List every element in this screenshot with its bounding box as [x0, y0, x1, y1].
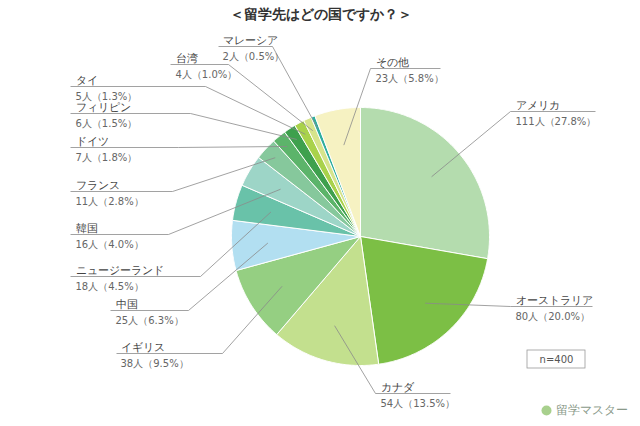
svg-text:111人（27.8%）: 111人（27.8%）: [516, 116, 597, 127]
svg-text:中国: 中国: [116, 298, 138, 311]
svg-text:n=400: n=400: [540, 354, 574, 365]
svg-text:タイ: タイ: [76, 74, 98, 87]
svg-text:フィリピン: フィリピン: [76, 101, 131, 114]
svg-text:25人（6.3%）: 25人（6.3%）: [116, 315, 184, 326]
svg-text:アメリカ: アメリカ: [516, 99, 560, 112]
svg-text:5人（1.3%）: 5人（1.3%）: [76, 91, 138, 102]
svg-text:留学マスター: 留学マスター: [556, 403, 628, 417]
svg-text:イギリス: イギリス: [121, 341, 165, 354]
svg-text:その他: その他: [376, 56, 409, 69]
svg-text:23人（5.8%）: 23人（5.8%）: [376, 73, 444, 84]
svg-text:フランス: フランス: [76, 179, 120, 192]
svg-text:38人（9.5%）: 38人（9.5%）: [121, 358, 189, 369]
svg-text:11人（2.8%）: 11人（2.8%）: [76, 196, 144, 207]
svg-text:4人（1.0%）: 4人（1.0%）: [176, 69, 238, 80]
svg-text:台湾: 台湾: [176, 52, 198, 65]
svg-text:18人（4.5%）: 18人（4.5%）: [76, 281, 144, 292]
svg-text:カナダ: カナダ: [381, 381, 415, 394]
svg-text:＜留学先はどの国ですか？＞: ＜留学先はどの国ですか？＞: [230, 6, 412, 22]
svg-text:オーストラリア: オーストラリア: [516, 294, 593, 307]
svg-text:ニュージーランド: ニュージーランド: [76, 264, 164, 277]
svg-text:54人（13.5%）: 54人（13.5%）: [381, 398, 456, 409]
svg-text:マレーシア: マレーシア: [223, 34, 278, 47]
svg-text:80人（20.0%）: 80人（20.0%）: [516, 311, 591, 322]
svg-text:ドイツ: ドイツ: [76, 135, 109, 148]
svg-text:6人（1.5%）: 6人（1.5%）: [76, 118, 138, 129]
svg-text:16人（4.0%）: 16人（4.0%）: [76, 239, 144, 250]
svg-text:2人（0.5%）: 2人（0.5%）: [223, 51, 285, 62]
svg-text:韓国: 韓国: [76, 222, 98, 235]
svg-text:7人（1.8%）: 7人（1.8%）: [76, 152, 138, 163]
